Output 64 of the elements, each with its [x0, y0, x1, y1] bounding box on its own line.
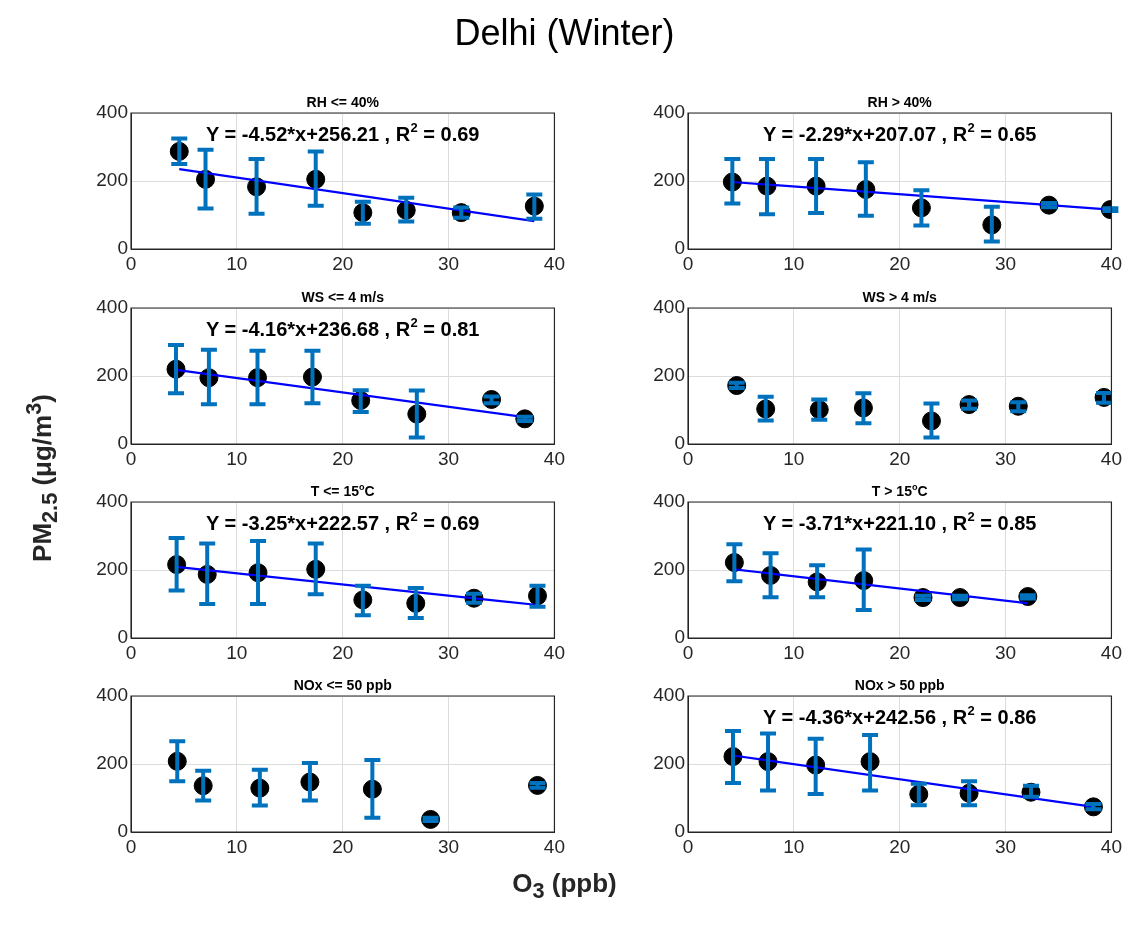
- x-tick-label: 40: [543, 641, 565, 663]
- x-tick-label: 40: [1100, 835, 1122, 857]
- x-tick-label: 10: [783, 252, 805, 274]
- y-tick-label: 400: [96, 101, 128, 123]
- y-tick-label: 400: [96, 296, 128, 318]
- x-tick-label: 20: [332, 252, 354, 274]
- y-tick-label: 400: [96, 490, 128, 512]
- x-tick-label: 40: [1100, 252, 1122, 274]
- y-tick-label: 400: [653, 684, 685, 706]
- y-tick-label: 400: [653, 490, 685, 512]
- x-tick-label: 40: [1100, 447, 1122, 469]
- x-tick-label: 20: [889, 641, 911, 663]
- chart-subtitle: RH <= 40%: [306, 94, 380, 110]
- x-tick-label: 30: [438, 252, 460, 274]
- x-tick-label: 20: [889, 252, 911, 274]
- x-tick-label: 10: [783, 641, 805, 663]
- chart-subtitle: NOx > 50 ppb: [854, 677, 945, 693]
- x-tick-label: 10: [783, 835, 805, 857]
- x-axis-title: O$_{3}$ (ppb): [511, 868, 618, 905]
- y-tick-label: 0: [674, 820, 685, 842]
- y-tick-label: 400: [96, 684, 128, 706]
- x-tick-label: 10: [226, 641, 248, 663]
- x-tick-label: 30: [995, 641, 1017, 663]
- x-tick-label: 30: [995, 252, 1017, 274]
- x-tick-label: 10: [226, 252, 248, 274]
- x-tick-label: 10: [783, 447, 805, 469]
- x-tick-label: 40: [1100, 641, 1122, 663]
- y-tick-label: 200: [653, 752, 685, 774]
- y-tick-label: 200: [96, 364, 128, 386]
- x-tick-label: 30: [438, 835, 460, 857]
- y-tick-label: 0: [117, 820, 128, 842]
- x-tick-label: 30: [438, 447, 460, 469]
- x-tick-label: 10: [226, 835, 248, 857]
- chart-subtitle: WS <= 4 m/s: [301, 289, 385, 305]
- x-tick-label: 20: [332, 641, 354, 663]
- chart-subtitle: NOx <= 50 ppb: [293, 677, 392, 693]
- x-tick-label: 20: [332, 835, 354, 857]
- chart-subtitle: WS > 4 m/s: [862, 289, 938, 305]
- chart-title: Delhi (Winter): [453, 12, 676, 54]
- y-tick-label: 400: [653, 296, 685, 318]
- y-tick-label: 200: [96, 169, 128, 191]
- x-tick-label: 20: [889, 447, 911, 469]
- x-tick-label: 30: [995, 835, 1017, 857]
- y-tick-label: 400: [653, 101, 685, 123]
- x-tick-label: 10: [226, 447, 248, 469]
- y-tick-label: 0: [674, 432, 685, 454]
- x-tick-label: 20: [332, 447, 354, 469]
- y-tick-label: 200: [653, 364, 685, 386]
- chart-subtitle: RH > 40%: [867, 94, 933, 110]
- y-tick-label: 0: [674, 237, 685, 259]
- x-tick-label: 30: [438, 641, 460, 663]
- y-tick-label: 200: [96, 558, 128, 580]
- y-tick-label: 0: [117, 237, 128, 259]
- y-tick-label: 200: [653, 169, 685, 191]
- x-tick-label: 40: [543, 447, 565, 469]
- y-tick-label: 0: [117, 432, 128, 454]
- x-tick-label: 40: [543, 835, 565, 857]
- x-tick-label: 20: [889, 835, 911, 857]
- x-tick-label: 30: [995, 447, 1017, 469]
- y-tick-label: 0: [674, 626, 685, 648]
- y-tick-label: 0: [117, 626, 128, 648]
- y-tick-label: 200: [653, 558, 685, 580]
- x-tick-label: 40: [543, 252, 565, 274]
- y-tick-label: 200: [96, 752, 128, 774]
